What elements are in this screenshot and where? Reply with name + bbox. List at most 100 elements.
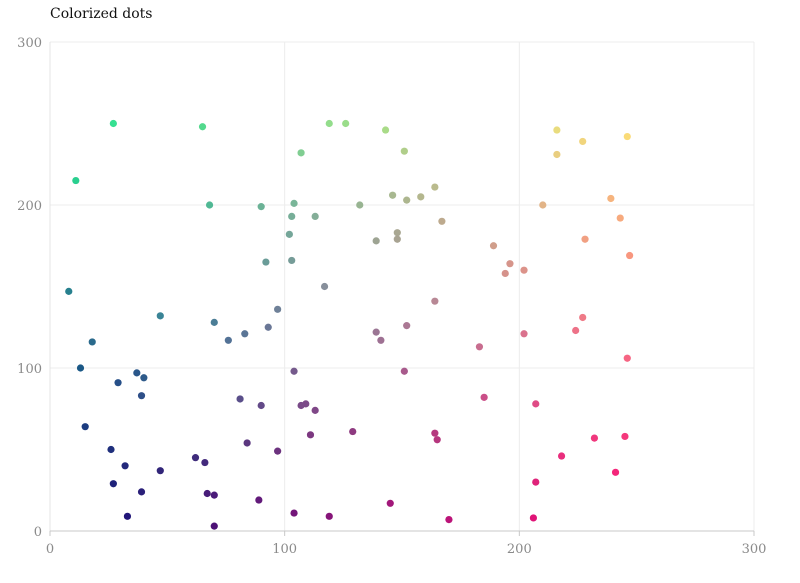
scatter-point: [532, 478, 540, 486]
scatter-point: [210, 491, 218, 499]
scatter-point: [623, 354, 631, 362]
scatter-point: [438, 217, 446, 225]
scatter-point: [520, 330, 528, 338]
scatter-point: [156, 467, 164, 475]
scatter-point: [65, 287, 73, 295]
scatter-point: [255, 496, 263, 504]
scatter-point: [306, 431, 315, 439]
scatter-point: [579, 137, 587, 146]
scatter-point: [205, 201, 214, 209]
scatter-point: [302, 400, 310, 408]
scatter-point: [572, 326, 580, 335]
scatter-point: [433, 436, 441, 444]
scatter-point: [137, 392, 146, 400]
scatter-point: [156, 312, 164, 320]
scatter-point: [241, 330, 249, 338]
scatter-point: [203, 489, 211, 498]
scatter-point: [297, 149, 305, 157]
scatter-point: [88, 338, 96, 346]
x-tick-label: 300: [742, 542, 767, 557]
scatter-point: [417, 193, 425, 201]
scatter-point: [520, 266, 528, 274]
x-tick-label: 0: [46, 542, 54, 557]
scatter-point: [626, 251, 634, 260]
scatter-point: [400, 367, 408, 375]
scatter-point: [532, 400, 540, 408]
data-points: [65, 119, 634, 530]
scatter-point: [489, 242, 498, 250]
scatter-point: [431, 297, 439, 305]
scatter-point: [356, 201, 364, 209]
scatter-point: [529, 514, 538, 522]
scatter-point: [342, 119, 350, 128]
scatter-point: [274, 305, 282, 313]
scatter-point: [198, 123, 207, 131]
scatter-point: [377, 336, 385, 344]
y-tick-label: 0: [34, 525, 42, 540]
scatter-point: [475, 343, 484, 351]
scatter-point: [290, 509, 298, 517]
scatter-point: [349, 427, 357, 436]
scatter-point: [76, 364, 85, 372]
scatter-point: [109, 119, 117, 128]
scatter-point: [72, 176, 80, 185]
scatter-point: [579, 313, 587, 322]
scatter-point: [557, 452, 566, 460]
scatter-point: [325, 512, 333, 520]
scatter-point: [311, 406, 319, 414]
scatter-point: [81, 423, 89, 431]
scatter-point: [553, 150, 561, 159]
scatter-point: [393, 229, 401, 237]
scatter-point: [290, 367, 298, 375]
scatter-point: [539, 201, 547, 209]
scatter-point: [243, 439, 251, 447]
x-tick-label: 100: [272, 542, 297, 557]
scatter-point: [400, 147, 408, 155]
scatter-point: [581, 235, 589, 243]
scatter-point: [611, 468, 620, 476]
scatter-point: [257, 401, 265, 410]
scatter-point: [431, 183, 439, 191]
scatter-point: [288, 212, 296, 221]
scatter-point: [133, 369, 141, 377]
scatter-point: [123, 512, 132, 520]
scatter-point: [107, 445, 115, 454]
scatter-point: [501, 269, 509, 278]
scatter-point: [274, 447, 282, 455]
scatter-point: [623, 132, 631, 141]
scatter-point: [403, 322, 411, 330]
scatter-point: [372, 237, 380, 245]
scatter-point: [201, 458, 209, 467]
scatter-point: [290, 199, 298, 207]
grid-lines: [49, 41, 755, 531]
scatter-point: [403, 196, 411, 204]
scatter-point: [381, 126, 390, 134]
chart-title: Colorized dots: [50, 6, 153, 22]
scatter-point: [109, 480, 117, 488]
y-tick-label: 200: [17, 199, 42, 214]
x-tick-label: 200: [507, 542, 532, 557]
scatter-point: [616, 214, 624, 222]
scatter-point: [389, 191, 397, 199]
scatter-point: [506, 260, 514, 268]
scatter-point: [210, 318, 218, 326]
scatter-point: [553, 126, 561, 134]
scatter-point: [590, 434, 599, 442]
scatter-point: [285, 230, 293, 238]
scatter-point: [431, 429, 439, 437]
scatter-point: [262, 258, 270, 266]
scatter-point: [257, 203, 265, 211]
scatter-point: [325, 119, 333, 128]
scatter-point: [480, 393, 488, 401]
scatter-point: [191, 454, 200, 462]
scatter-point: [137, 488, 146, 496]
y-tick-label: 100: [17, 362, 42, 377]
y-tick-label: 300: [17, 36, 42, 51]
scatter-point: [393, 235, 401, 243]
scatter-point: [311, 212, 319, 221]
scatter-point: [140, 374, 148, 382]
scatter-point: [386, 499, 394, 507]
scatter-point: [607, 194, 615, 203]
scatter-point: [236, 395, 244, 403]
